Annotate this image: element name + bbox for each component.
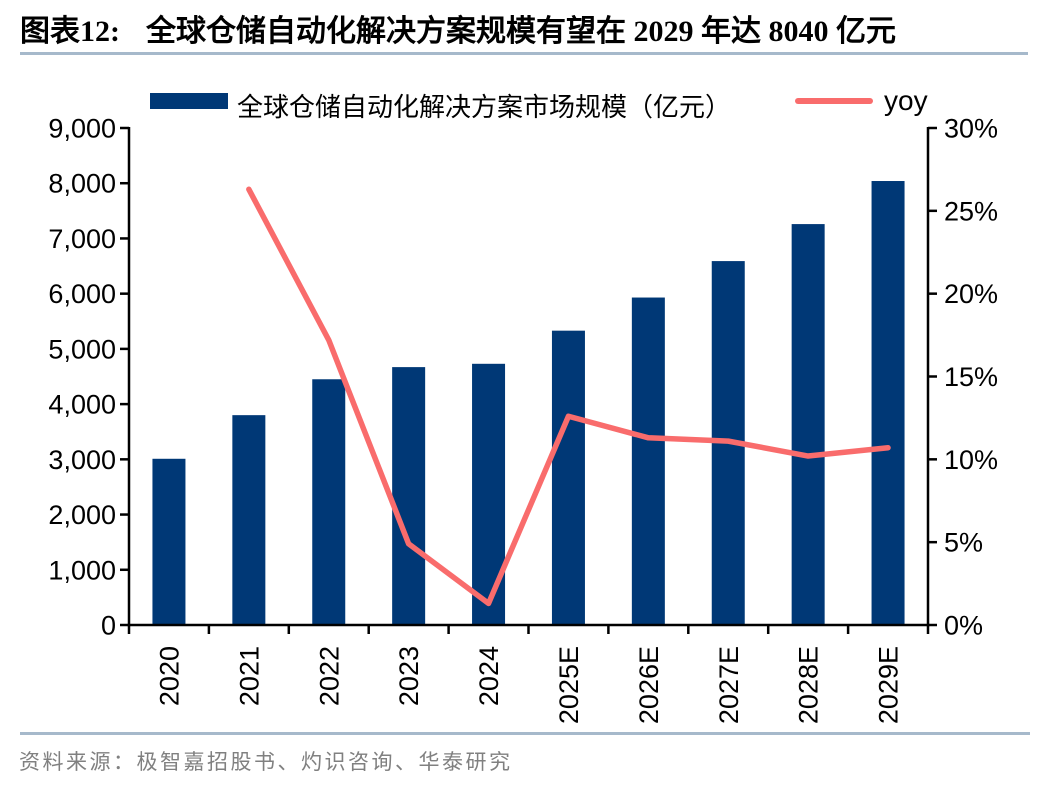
right-tick-label: 30% (944, 114, 998, 144)
left-tick-label: 5,000 (48, 334, 116, 364)
figure-label: 图表12: (20, 15, 120, 48)
x-label-2027E: 2027E (714, 646, 744, 724)
right-tick-label: 5% (944, 528, 983, 558)
left-tick-label: 3,000 (48, 445, 116, 475)
x-label-2029E: 2029E (874, 646, 904, 724)
x-label-2020: 2020 (154, 646, 184, 706)
right-tick-label: 15% (944, 362, 998, 392)
title-underline (20, 52, 1028, 55)
right-tick-label: 0% (944, 611, 983, 641)
footer-divider (20, 732, 1030, 735)
legend-yoy-label: yoy (884, 85, 928, 116)
left-tick-label: 9,000 (48, 114, 116, 144)
x-label-2025E: 2025E (554, 646, 584, 724)
left-tick-label: 8,000 (48, 169, 116, 199)
x-label-2022: 2022 (314, 646, 344, 706)
x-label-2026E: 2026E (634, 646, 664, 724)
left-tick-label: 1,000 (48, 555, 116, 585)
source-note: 资料来源：极智嘉招股书、灼识咨询、华泰研究 (19, 750, 513, 774)
x-label-2023: 2023 (394, 646, 424, 706)
x-label-2028E: 2028E (794, 646, 824, 724)
bar-2023 (392, 367, 426, 625)
bar-2024 (472, 363, 506, 625)
right-tick-label: 20% (944, 279, 998, 309)
bar-2025E (551, 330, 585, 625)
legend-line-swatch (795, 98, 873, 104)
bar-2021 (232, 415, 266, 625)
left-tick-label: 0 (101, 611, 116, 641)
chart-title-text: 全球仓储自动化解决方案规模有望在 2029 年达 8040 亿元 (146, 15, 896, 48)
chart-title: 图表12: 全球仓储自动化解决方案规模有望在 2029 年达 8040 亿元 (20, 6, 896, 50)
left-tick-label: 4,000 (48, 390, 116, 420)
left-tick-label: 7,000 (48, 224, 116, 254)
legend-bar-label: 全球仓储自动化解决方案市场规模（亿元） (237, 93, 732, 122)
x-label-2024: 2024 (474, 646, 504, 706)
bar-2028E (791, 224, 825, 625)
right-tick-label: 10% (944, 445, 998, 475)
right-tick-label: 25% (944, 196, 998, 226)
bar-2020 (152, 458, 186, 625)
bar-2026E (631, 297, 665, 625)
left-tick-label: 2,000 (48, 500, 116, 530)
left-tick-label: 6,000 (48, 279, 116, 309)
yoy-line (246, 186, 891, 607)
legend-bar-swatch (150, 93, 228, 109)
bar-2029E (871, 181, 905, 625)
x-label-2021: 2021 (234, 646, 264, 706)
bar-2022 (312, 379, 346, 625)
